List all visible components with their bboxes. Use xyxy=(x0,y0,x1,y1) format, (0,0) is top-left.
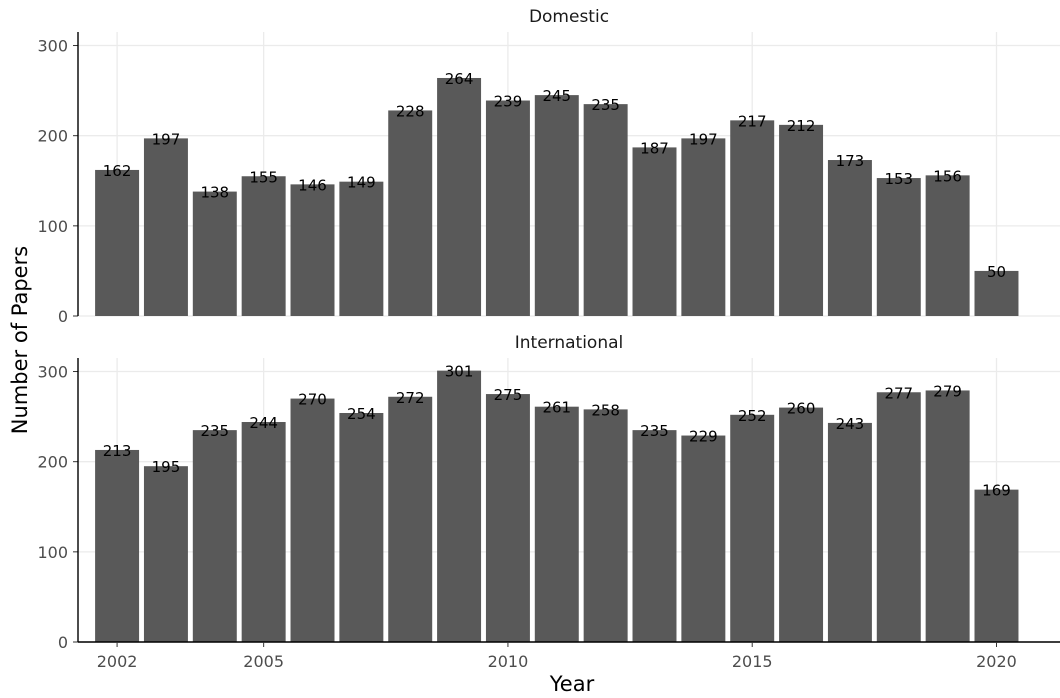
bar-1-13 xyxy=(730,414,775,642)
bar-label-1-7: 301 xyxy=(445,363,474,381)
bar-0-8 xyxy=(485,100,530,317)
bar-label-1-3: 244 xyxy=(249,414,278,432)
bar-1-1 xyxy=(143,466,188,642)
y-tick-label-0-2: 200 xyxy=(37,127,68,146)
bar-label-1-11: 235 xyxy=(640,422,669,440)
bar-0-16 xyxy=(876,178,921,316)
bar-1-18 xyxy=(974,489,1019,642)
bar-label-0-1: 197 xyxy=(152,130,181,148)
bar-1-10 xyxy=(583,409,628,642)
y-tick-label-0-0: 0 xyxy=(58,307,68,326)
bar-1-7 xyxy=(437,370,482,642)
bar-label-1-15: 243 xyxy=(836,415,865,433)
bar-0-2 xyxy=(192,191,237,316)
bar-0-5 xyxy=(339,181,384,316)
x-tick-label-4: 2020 xyxy=(976,652,1017,671)
bar-label-1-9: 261 xyxy=(542,399,571,417)
bar-label-0-0: 162 xyxy=(103,162,132,180)
bar-0-6 xyxy=(388,110,433,316)
bar-label-1-2: 235 xyxy=(200,422,229,440)
bar-label-0-11: 187 xyxy=(640,139,669,157)
bar-1-3 xyxy=(241,422,286,642)
bar-label-1-8: 275 xyxy=(494,386,523,404)
x-axis-title: Year xyxy=(549,672,595,696)
bar-label-0-3: 155 xyxy=(249,168,278,186)
bar-1-8 xyxy=(485,394,530,642)
bar-1-9 xyxy=(534,406,579,642)
bar-1-11 xyxy=(632,430,677,642)
bar-label-0-14: 212 xyxy=(787,117,816,135)
bar-0-11 xyxy=(632,147,677,316)
bar-label-1-16: 277 xyxy=(884,384,913,402)
bar-label-0-10: 235 xyxy=(591,96,620,114)
bar-label-0-2: 138 xyxy=(200,184,229,202)
bar-1-16 xyxy=(876,392,921,642)
bar-1-14 xyxy=(779,407,824,642)
bar-label-0-6: 228 xyxy=(396,102,425,120)
y-tick-label-1-2: 200 xyxy=(37,453,68,472)
bar-1-17 xyxy=(925,390,970,642)
bar-1-12 xyxy=(681,435,726,642)
bar-label-0-4: 146 xyxy=(298,176,327,194)
bar-0-17 xyxy=(925,175,970,316)
bar-label-1-12: 229 xyxy=(689,428,718,446)
panel-title-1: International xyxy=(515,333,624,353)
bar-label-1-17: 279 xyxy=(933,382,962,400)
bar-0-0 xyxy=(95,169,140,316)
y-tick-label-0-3: 300 xyxy=(37,37,68,56)
y-tick-label-1-1: 100 xyxy=(37,543,68,562)
x-tick-label-2: 2010 xyxy=(488,652,529,671)
bar-0-12 xyxy=(681,138,726,316)
bar-1-2 xyxy=(192,430,237,642)
bar-label-1-13: 252 xyxy=(738,407,767,425)
bar-0-9 xyxy=(534,95,579,316)
bar-0-3 xyxy=(241,176,286,316)
bar-0-14 xyxy=(779,124,824,316)
bar-label-1-4: 270 xyxy=(298,391,327,409)
bar-label-1-6: 272 xyxy=(396,389,425,407)
bar-label-0-18: 50 xyxy=(987,263,1006,281)
bar-0-15 xyxy=(827,160,872,316)
bar-label-1-5: 254 xyxy=(347,405,376,423)
bar-label-0-8: 239 xyxy=(494,93,523,111)
bar-label-0-12: 197 xyxy=(689,130,718,148)
bar-label-0-7: 264 xyxy=(445,70,474,88)
bar-1-15 xyxy=(827,422,872,642)
bar-label-0-17: 156 xyxy=(933,167,962,185)
bar-label-1-18: 169 xyxy=(982,482,1011,500)
bar-label-0-13: 217 xyxy=(738,112,767,130)
bar-0-1 xyxy=(143,138,188,316)
y-axis-title: Number of Papers xyxy=(8,246,32,434)
bar-label-1-1: 195 xyxy=(152,458,181,476)
bar-label-0-5: 149 xyxy=(347,174,376,192)
bar-1-4 xyxy=(290,398,335,642)
bar-label-0-16: 153 xyxy=(884,170,913,188)
bar-0-4 xyxy=(290,184,335,316)
bar-0-7 xyxy=(437,77,482,316)
bar-1-0 xyxy=(95,449,140,642)
y-tick-label-1-0: 0 xyxy=(58,633,68,652)
bar-label-1-0: 213 xyxy=(103,442,132,460)
bar-0-13 xyxy=(730,120,775,316)
bar-0-10 xyxy=(583,104,628,316)
panel-title-0: Domestic xyxy=(529,7,609,27)
bar-label-0-15: 173 xyxy=(836,152,865,170)
y-tick-label-0-1: 100 xyxy=(37,217,68,236)
bar-label-0-9: 245 xyxy=(542,87,571,105)
x-tick-label-3: 2015 xyxy=(732,652,773,671)
y-tick-label-1-3: 300 xyxy=(37,363,68,382)
bar-1-6 xyxy=(388,396,433,642)
bar-1-5 xyxy=(339,412,384,642)
bar-label-1-14: 260 xyxy=(787,400,816,418)
x-tick-label-0: 2002 xyxy=(97,652,138,671)
x-tick-label-1: 2005 xyxy=(243,652,284,671)
bar-label-1-10: 258 xyxy=(591,401,620,419)
bar-0-18 xyxy=(974,270,1019,316)
